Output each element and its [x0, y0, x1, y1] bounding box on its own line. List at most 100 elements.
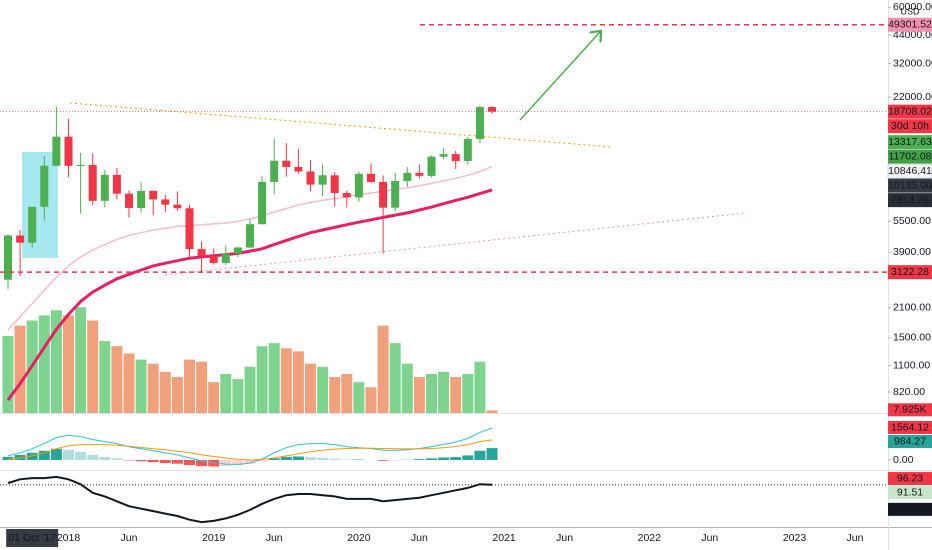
candle-body: [161, 199, 170, 205]
currency: USD: [900, 6, 920, 16]
macd-histogram-bar: [329, 458, 341, 460]
macd-histogram-bar: [305, 457, 316, 460]
volume-bar: [317, 366, 329, 413]
macd-histogram-bar: [38, 450, 50, 460]
candle-body: [488, 107, 496, 112]
volume-bar: [280, 348, 292, 413]
price-badge: [888, 135, 932, 150]
candle-body: [100, 174, 109, 201]
macd-histogram-bar: [268, 458, 280, 460]
candle-body: [64, 136, 73, 166]
macd-histogram-bar: [63, 449, 74, 460]
volume-bar: [159, 371, 171, 413]
candle-body: [246, 224, 254, 248]
volume-bar: [135, 359, 147, 413]
trend-line: [164, 212, 746, 276]
indicator-badge: [888, 486, 932, 500]
highlight-box: [22, 152, 58, 258]
candle-body: [451, 154, 460, 162]
macd-histogram-bar: [159, 459, 171, 464]
macd-histogram-bar: [244, 459, 256, 465]
candle-body: [258, 181, 267, 225]
price-badge: [887, 163, 932, 179]
x-tick-label: 2023: [783, 532, 807, 544]
x-tick-label: Jun: [121, 532, 138, 544]
volume-bar: [462, 373, 474, 413]
candle-body: [391, 181, 400, 208]
candle-body: [427, 156, 436, 176]
macd-histogram-bar: [292, 456, 304, 460]
macd-histogram-bar: [220, 459, 232, 467]
y-tick-label: 60000.00: [893, 1, 932, 13]
macd-histogram-bar: [50, 448, 62, 460]
volume-bar: [123, 353, 135, 413]
x-tick-label: 2018: [57, 532, 81, 544]
macd-histogram-bar: [474, 450, 486, 460]
trend-line: [69, 102, 613, 148]
volume-bar: [486, 410, 498, 413]
volume-bar: [50, 310, 62, 413]
macd-histogram-bar: [317, 457, 329, 460]
macd-histogram-bar: [426, 458, 437, 460]
y-tick-label: 1500.00: [893, 332, 931, 344]
price-pane: [2, 106, 498, 413]
y-tick-label: 3900.00: [893, 246, 931, 258]
price-badge-label: 3122.28: [891, 266, 929, 278]
volume-bar: [450, 377, 462, 413]
volume-bar: [220, 373, 232, 413]
candle-body: [221, 253, 230, 263]
indicator-line: [6, 188, 493, 401]
volume-bar: [87, 320, 99, 413]
candle-body: [306, 171, 315, 185]
candle-body: [209, 255, 218, 263]
candle-body: [342, 193, 351, 198]
macd-tick-label: 0.00: [893, 454, 914, 466]
candle-body: [233, 247, 242, 254]
volume-bar: [99, 341, 111, 413]
macd-histogram-bar: [75, 451, 87, 460]
candle-body: [112, 174, 121, 194]
macd-histogram-bar: [171, 459, 183, 464]
macd-histogram-bar: [111, 458, 123, 460]
countdown-bg: [888, 119, 932, 134]
indicator-line: [7, 439, 493, 461]
volume-bar: [438, 371, 450, 413]
volume-bar: [305, 363, 316, 413]
y-tick-label: 820.00: [893, 386, 925, 398]
y-tick-label: 1100.00: [893, 359, 930, 371]
price-badge: [888, 17, 932, 32]
indicator-badge: [888, 435, 932, 449]
candle-body: [125, 193, 133, 208]
macd-histogram-bar: [232, 459, 244, 466]
volume-bar: [244, 366, 256, 413]
y-tick-label: 5500.00: [893, 215, 931, 227]
indicator-line: [7, 165, 493, 331]
volume-bar: [184, 359, 195, 413]
macd-histogram-bar: [2, 456, 14, 460]
macd-histogram-bar: [147, 459, 159, 463]
volume-bar: [75, 307, 87, 413]
volume-bar: [2, 335, 14, 413]
candle-body: [28, 206, 37, 243]
volume-bar: [14, 325, 26, 413]
indicator-badge-label: 91.51: [897, 486, 923, 498]
indicator-badge-label: 984.27: [894, 435, 926, 447]
macd-histogram-bar: [87, 454, 99, 460]
indicator-badge: [888, 472, 932, 486]
macd-histogram-bar: [135, 459, 147, 462]
price-badge-label: 18708.02: [888, 105, 932, 117]
candle-body: [4, 235, 12, 280]
price-badge: [888, 193, 932, 208]
candle-body: [197, 249, 206, 256]
volume-bar: [171, 377, 183, 413]
macd-histogram-bar: [450, 457, 462, 460]
macd-histogram-bar: [99, 456, 111, 460]
price-badge: [888, 104, 932, 119]
macd-histogram-bar: [486, 448, 498, 460]
x-tick-label: 2022: [638, 532, 662, 544]
x-tick-label: 2019: [202, 532, 226, 544]
volume-bar: [292, 351, 304, 413]
candle-body: [270, 160, 279, 182]
